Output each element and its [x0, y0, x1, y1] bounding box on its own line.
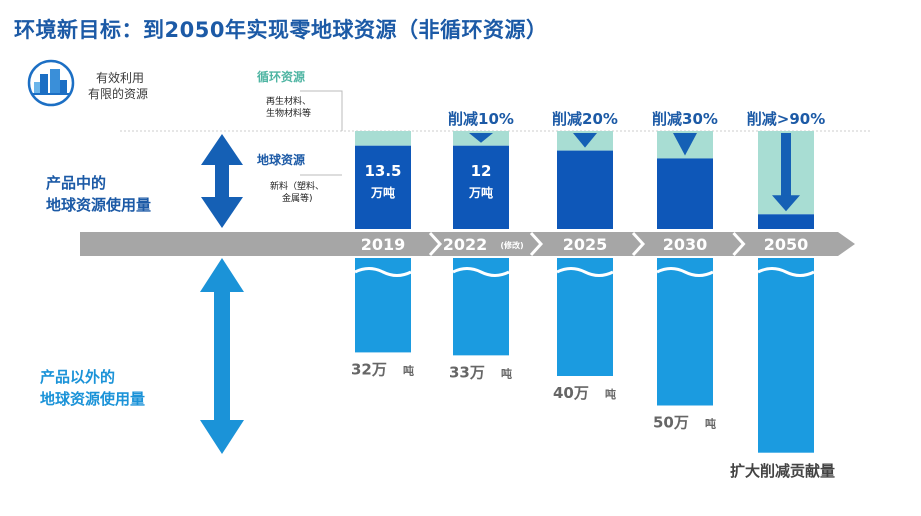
legend-recycled-leader [300, 90, 343, 131]
wave-break-icon [452, 267, 510, 277]
legend-earth-desc-1: 新料（塑料、 [270, 182, 325, 192]
bottom-note: 扩大削减贡献量 [730, 462, 836, 480]
bar-outside [557, 258, 613, 376]
bar-earth [657, 158, 713, 229]
section-outside-product: 产品以外的 地球资源使用量 [40, 366, 145, 410]
year-note: (修改) [500, 240, 523, 250]
outside-value-label: 40万 [553, 384, 589, 402]
wave-break-icon [556, 267, 614, 277]
legend-earth-desc: 新料（塑料、 金属等) [266, 181, 324, 205]
reduction-arrow-icon [781, 133, 791, 198]
bar-value-label: 12 [471, 162, 492, 180]
outside-value-label: 50万 [653, 414, 689, 432]
outside-value-label: 33万 [449, 363, 485, 381]
outside-value-label: 32万 [351, 360, 387, 378]
reduction-label: 削减10% [448, 110, 514, 128]
double-arrow-icon [200, 258, 244, 454]
bar-outside [758, 258, 814, 453]
section-outside-product-line1: 产品以外的 [40, 368, 116, 386]
timeline-chevron-icon [529, 231, 544, 257]
bar-outside [657, 258, 713, 406]
timeline-chevron-icon [631, 231, 646, 257]
badge-text: 有效利用 有限的资源 [88, 70, 148, 102]
page-title: 环境新目标：到2050年实现零地球资源（非循环资源） [14, 18, 548, 42]
timeline-bar [80, 232, 855, 256]
outside-unit-label: 吨 [605, 387, 616, 401]
outside-unit-label: 吨 [403, 363, 414, 377]
bar-earth [355, 145, 411, 229]
wave-break-icon [757, 267, 815, 277]
timeline-chevron-icon [428, 231, 443, 257]
year-label: 2025 [563, 235, 608, 254]
legend-recycled-desc-2: 生物材料等 [266, 109, 312, 119]
year-label: 2022 [443, 235, 488, 254]
legend-earth-desc-2: 金属等) [282, 194, 313, 204]
badge-line1: 有效利用 [96, 71, 145, 85]
reduction-arrow-icon [469, 133, 493, 143]
legend-earth-label: 地球资源 [257, 153, 306, 167]
reduction-arrow-icon [772, 195, 800, 212]
section-outside-product-line2: 地球资源使用量 [40, 390, 146, 408]
reduction-label: 削减20% [552, 110, 618, 128]
bar-value-label: 13.5 [364, 162, 401, 180]
legend-recycled-label: 循环资源 [257, 70, 306, 84]
bar-earth [453, 145, 509, 229]
reduction-arrow-icon [573, 133, 597, 148]
bar-unit-label: 万吨 [370, 185, 395, 200]
reduction-arrow-icon [673, 133, 697, 156]
outside-unit-label: 吨 [501, 366, 512, 380]
bar-recycled [355, 131, 411, 146]
wave-break-icon [354, 267, 412, 277]
year-label: 2019 [361, 235, 406, 254]
reduction-label: 削减30% [652, 110, 718, 128]
reduction-label: 削减>90% [747, 110, 825, 128]
bar-earth [557, 150, 613, 229]
year-label: 2050 [764, 235, 809, 254]
year-label: 2030 [663, 235, 708, 254]
building-circle-icon [27, 59, 75, 107]
timeline-chevron-icon [732, 231, 746, 257]
section-in-product: 产品中的 地球资源使用量 [46, 172, 151, 216]
section-in-product-line1: 产品中的 [46, 174, 107, 192]
section-in-product-line2: 地球资源使用量 [46, 196, 152, 214]
wave-break-icon [656, 267, 714, 277]
legend-recycled-desc-1: 再生材料、 [266, 97, 312, 107]
bar-unit-label: 万吨 [468, 185, 493, 200]
double-arrow-icon [201, 134, 243, 228]
legend-recycled-desc: 再生材料、 生物材料等 [266, 96, 311, 120]
badge-line2: 有限的资源 [88, 87, 149, 101]
bar-earth [758, 214, 814, 229]
outside-unit-label: 吨 [705, 417, 716, 431]
